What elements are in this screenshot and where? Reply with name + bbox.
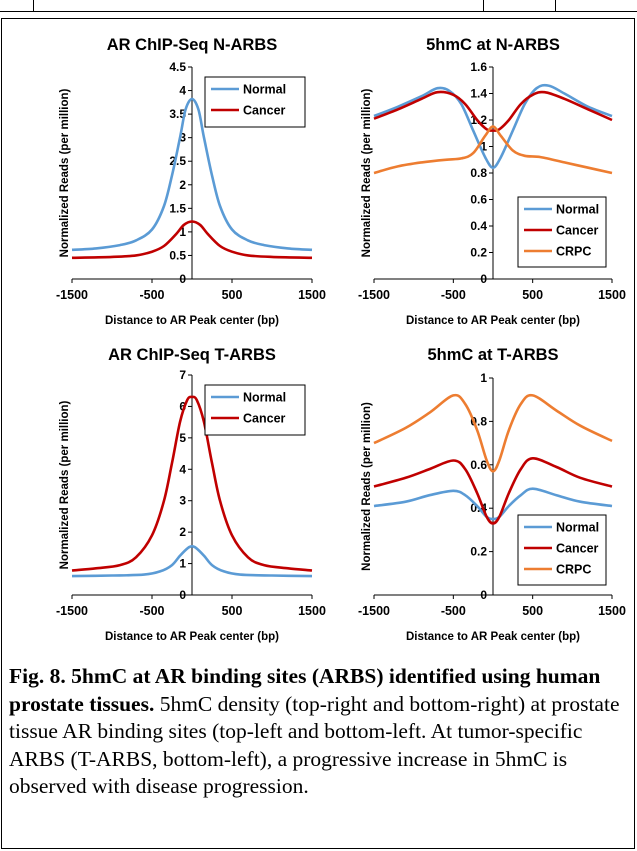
y-tick-label: 4: [179, 84, 186, 98]
y-axis-title: Normalized Reads (per million): [59, 88, 71, 257]
legend-label: Cancer: [243, 412, 286, 426]
y-tick-label: 6: [179, 399, 186, 413]
series-line-crpc: [373, 393, 613, 473]
y-tick-label: 1: [179, 557, 186, 571]
y-tick-label: 0.4: [470, 219, 487, 233]
figure-frame: [1, 18, 635, 849]
y-tick-label: 0.8: [470, 166, 487, 180]
x-tick-label: -500: [139, 604, 164, 618]
x-tick-label: 1500: [598, 288, 626, 302]
table-cell-divider: [33, 0, 34, 12]
x-tick-label: -500: [441, 288, 466, 302]
y-tick-label: 2: [179, 178, 186, 192]
table-fragment: [0, 0, 637, 12]
legend-label: CRPC: [556, 245, 591, 259]
y-tick-label: 2.5: [169, 154, 186, 168]
x-tick-label: -500: [441, 604, 466, 618]
legend-label: Cancer: [556, 224, 599, 238]
y-tick-label: 0.6: [470, 458, 487, 472]
legend-label: Normal: [243, 391, 286, 405]
table-border-line: [0, 11, 637, 12]
x-tick-label: 1500: [598, 604, 626, 618]
legend-label: CRPC: [556, 563, 591, 577]
y-axis-title: Normalized Reads (per million): [59, 400, 71, 569]
legend-label: Cancer: [243, 104, 286, 118]
x-tick-label: -1500: [56, 604, 88, 618]
series-line-cancer: [71, 395, 313, 572]
y-axis-title: Normalized Reads (per million): [361, 402, 373, 571]
x-tick-label: 500: [222, 288, 243, 302]
x-tick-label: -500: [139, 288, 164, 302]
y-tick-label: 4: [179, 462, 186, 476]
series-line-normal: [71, 545, 313, 578]
y-tick-label: 0.5: [169, 248, 186, 262]
x-axis-title: Distance to AR Peak center (bp): [105, 631, 279, 643]
chart-title: AR ChIP-Seq N-ARBS: [107, 36, 278, 54]
y-tick-label: 1.6: [470, 60, 487, 74]
x-tick-label: 1500: [298, 604, 326, 618]
x-axis-title: Distance to AR Peak center (bp): [406, 315, 580, 327]
y-tick-label: 3: [179, 494, 186, 508]
series-line-cancer: [373, 457, 613, 525]
legend-box: [204, 76, 306, 128]
y-tick-label: 1.4: [470, 87, 487, 101]
caption-body: 5hmC density (top-right and bottom-right…: [9, 691, 620, 799]
x-tick-label: 500: [222, 604, 243, 618]
x-tick-label: 1500: [298, 288, 326, 302]
legend-label: Normal: [243, 83, 286, 97]
x-tick-label: 500: [522, 604, 543, 618]
y-tick-label: 0.2: [470, 246, 487, 260]
x-tick-label: -1500: [358, 604, 390, 618]
legend-box: [204, 384, 306, 436]
series-line-normal: [71, 97, 313, 252]
legend-label: Normal: [556, 203, 599, 217]
y-tick-label: 1: [179, 225, 186, 239]
y-tick-label: 5: [179, 431, 186, 445]
figure-panels: AR ChIP-Seq N-ARBS 0 0.5 1 1.5 2 2.5 3 3.5 4 4.5 -1…: [56, 36, 626, 643]
caption-title: Fig. 8. 5hmC at AR binding sites (ARBS) …: [9, 664, 601, 716]
y-tick-label: 0.6: [470, 193, 487, 207]
y-tick-label: 3: [179, 131, 186, 145]
series-line-crpc: [373, 125, 613, 175]
y-tick-label: 0: [480, 588, 487, 602]
y-tick-label: 1.5: [169, 201, 186, 215]
x-tick-label: -1500: [358, 288, 390, 302]
x-axis-title: Distance to AR Peak center (bp): [406, 631, 580, 643]
y-tick-label: 2: [179, 525, 186, 539]
legend-label: Normal: [556, 521, 599, 535]
legend-label: Cancer: [556, 542, 599, 556]
y-tick-label: 0: [179, 272, 186, 286]
y-tick-label: 4.5: [169, 60, 186, 74]
y-tick-label: 0: [179, 588, 186, 602]
y-tick-label: 7: [179, 368, 186, 382]
x-tick-label: 500: [522, 288, 543, 302]
chart-title: 5hmC at T-ARBS: [427, 346, 558, 364]
table-cell-divider: [555, 0, 556, 12]
series-line-cancer: [373, 90, 613, 132]
y-tick-label: 1: [480, 371, 487, 385]
chart-title: 5hmC at N-ARBS: [426, 36, 560, 54]
y-tick-label: 3.5: [169, 107, 186, 121]
x-axis-title: Distance to AR Peak center (bp): [105, 315, 279, 327]
x-tick-label: -1500: [56, 288, 88, 302]
y-tick-label: 1: [480, 140, 487, 154]
figure-caption: Fig. 8. 5hmC at AR binding sites (ARBS) …: [9, 663, 629, 801]
y-tick-label: 0: [480, 272, 487, 286]
series-line-normal: [373, 83, 613, 169]
chart-title: AR ChIP-Seq T-ARBS: [108, 346, 276, 364]
table-cell-divider: [483, 0, 484, 12]
y-axis-title: Normalized Reads (per million): [361, 88, 373, 257]
y-tick-label: 0.2: [470, 545, 487, 559]
series-line-cancer: [71, 220, 313, 260]
series-line-normal: [373, 487, 613, 521]
